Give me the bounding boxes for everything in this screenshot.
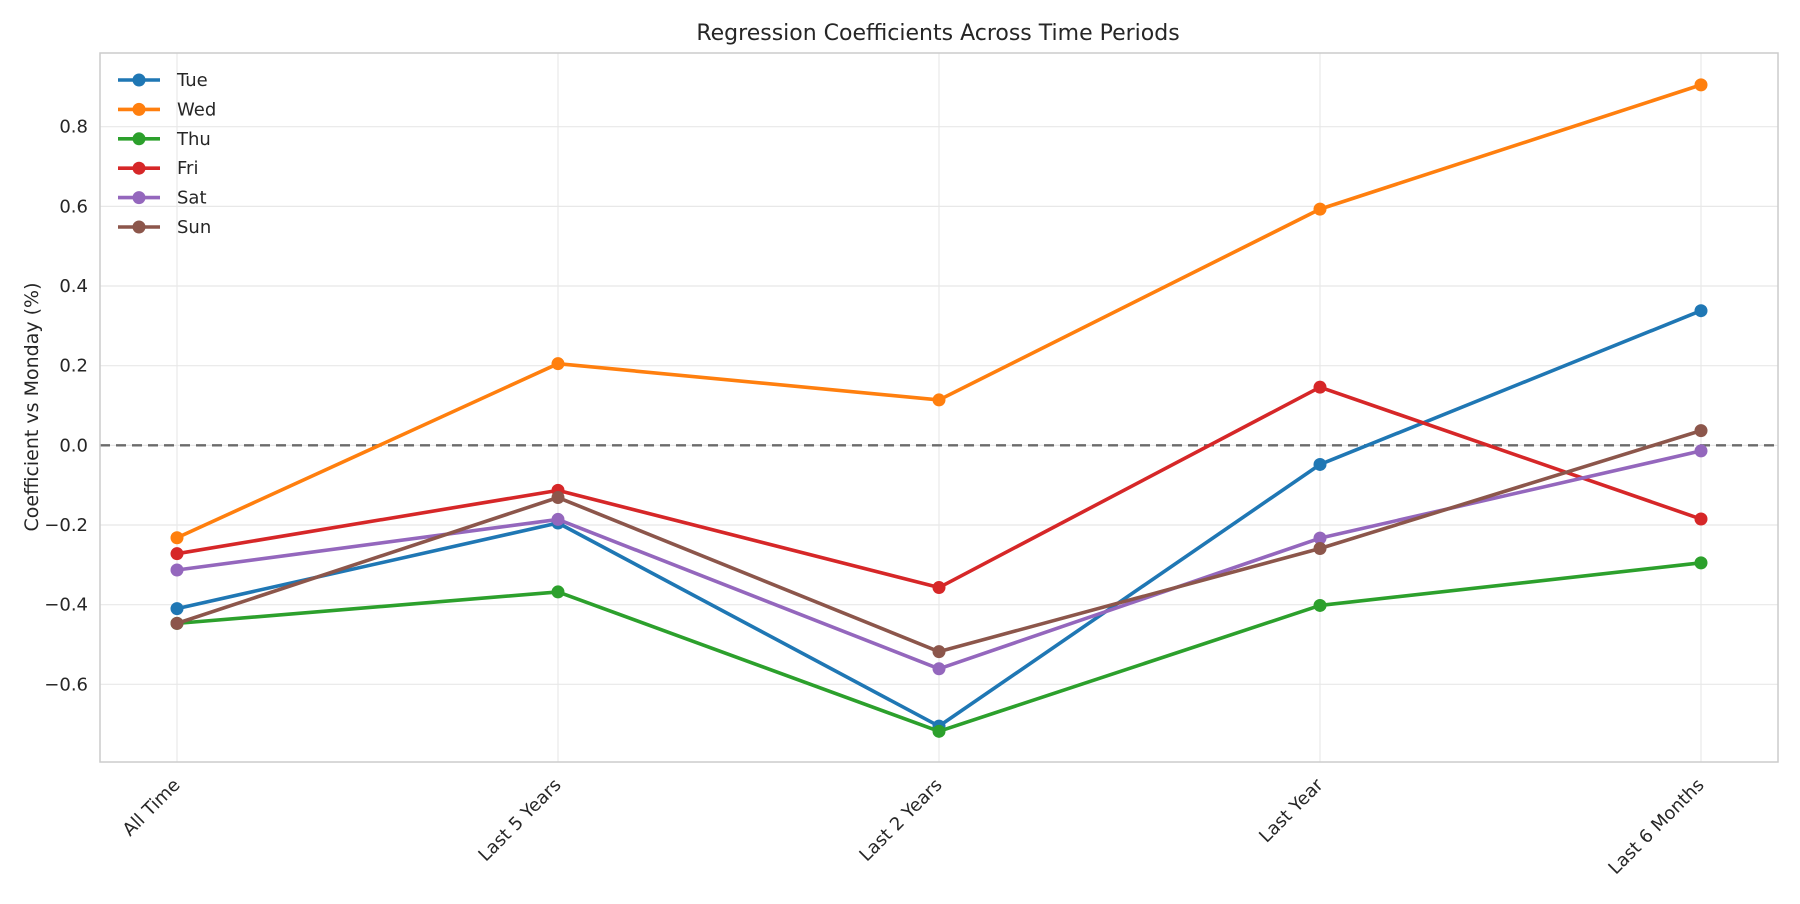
data-point-thu: [1313, 598, 1327, 612]
data-point-fri: [1313, 380, 1327, 394]
legend-label-sun: Sun: [177, 217, 211, 238]
data-point-fri: [170, 547, 184, 561]
data-point-wed: [551, 357, 565, 371]
legend: Tue Wed Thu Fri Sat Sun: [118, 70, 216, 238]
x-tick-label: Last Year: [1255, 774, 1328, 847]
x-axis-ticks: All Time Last 5 Years Last 2 Years Last Yea…: [119, 774, 1709, 878]
data-point-sun: [932, 645, 946, 659]
legend-item-fri: Fri: [118, 158, 198, 179]
data-point-sat: [170, 563, 184, 577]
y-tick-label: 0.6: [59, 196, 88, 217]
data-point-sat: [1694, 444, 1708, 458]
legend-label-tue: Tue: [176, 70, 208, 91]
data-point-wed: [1694, 78, 1708, 92]
series-thu: [170, 556, 1708, 738]
legend-marker-sun: [132, 220, 146, 234]
plot-frame: [99, 52, 1779, 763]
legend-marker-tue: [132, 73, 146, 87]
legend-label-fri: Fri: [177, 158, 198, 179]
data-point-sat: [932, 662, 946, 676]
data-point-tue: [170, 602, 184, 616]
data-point-tue: [1313, 457, 1327, 471]
x-tick-label: Last 5 Years: [474, 775, 565, 866]
data-point-thu: [1694, 556, 1708, 570]
data-point-fri: [1694, 512, 1708, 526]
data-point-sun: [1694, 424, 1708, 438]
legend-item-sun: Sun: [118, 217, 211, 238]
y-tick-label: 0.0: [59, 435, 88, 456]
legend-marker-thu: [132, 132, 146, 146]
series-group: [170, 78, 1708, 738]
x-tick-label: Last 2 Years: [855, 775, 946, 866]
legend-marker-wed: [132, 102, 146, 116]
y-tick-label: 0.8: [59, 117, 88, 138]
y-tick-label: −0.2: [44, 515, 88, 536]
legend-label-sat: Sat: [177, 188, 207, 209]
series-sun: [170, 424, 1708, 659]
legend-item-thu: Thu: [118, 129, 211, 150]
x-tick-label: All Time: [119, 775, 185, 841]
y-tick-label: 0.2: [59, 356, 88, 377]
legend-marker-sat: [132, 191, 146, 205]
data-point-sat: [551, 512, 565, 526]
chart-title: Regression Coefficients Across Time Peri…: [696, 21, 1179, 46]
data-point-wed: [170, 531, 184, 545]
x-tick-label: Last 6 Months: [1604, 775, 1708, 879]
data-point-fri: [932, 581, 946, 595]
y-axis-title: Coefficient vs Monday (%): [21, 282, 43, 531]
y-tick-label: −0.6: [44, 674, 88, 695]
data-point-thu: [551, 585, 565, 599]
series-wed: [170, 78, 1708, 545]
legend-item-tue: Tue: [118, 70, 208, 91]
legend-item-wed: Wed: [118, 99, 216, 120]
legend-label-thu: Thu: [176, 129, 211, 150]
legend-item-sat: Sat: [118, 188, 207, 209]
data-point-sun: [1313, 542, 1327, 556]
data-point-wed: [1313, 202, 1327, 216]
grid-lines: [100, 53, 1778, 762]
data-point-sun: [551, 491, 565, 505]
data-point-tue: [1694, 304, 1708, 318]
data-point-sun: [170, 616, 184, 630]
data-point-thu: [932, 724, 946, 738]
data-point-wed: [932, 393, 946, 407]
legend-marker-fri: [132, 161, 146, 175]
y-axis-ticks: −0.6 −0.4 −0.2 0.0 0.2 0.4 0.6 0.8: [44, 117, 88, 696]
y-tick-label: −0.4: [44, 595, 88, 616]
data-point-sat: [1313, 531, 1327, 545]
y-tick-label: 0.4: [59, 276, 88, 297]
legend-label-wed: Wed: [177, 99, 216, 120]
